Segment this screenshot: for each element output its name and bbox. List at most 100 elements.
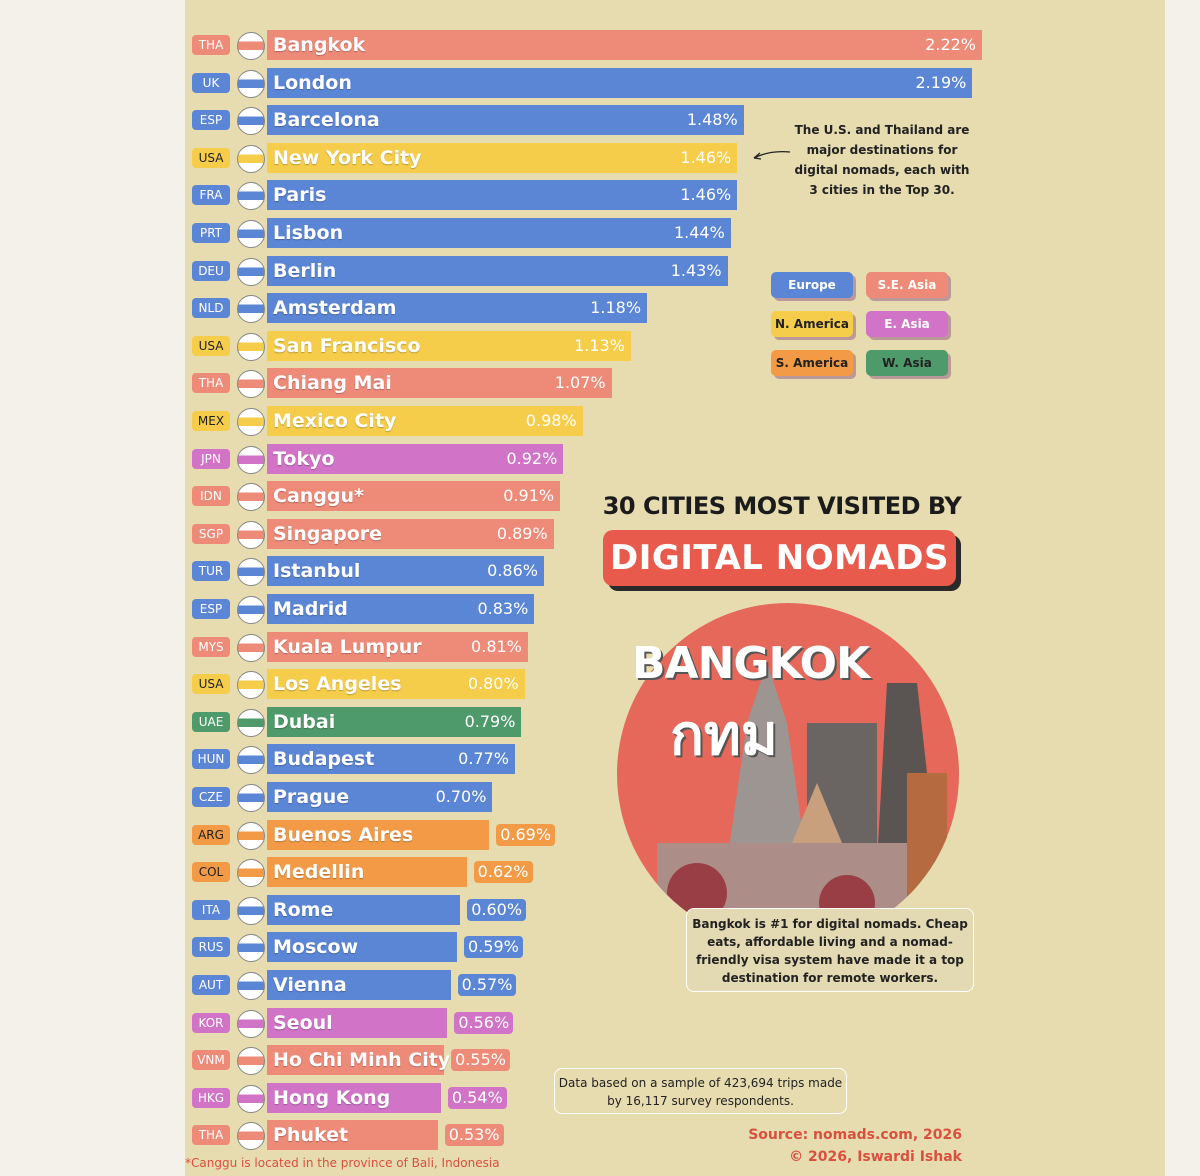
flag-icon [237,633,265,662]
source-text: Source: nomads.com, 2026 [748,1127,962,1143]
flag-icon [237,821,265,850]
bar-label: Bangkok [273,34,366,56]
bar [267,706,522,737]
bar-value-label: 1.46% [680,147,732,167]
bar [267,218,731,248]
flag-icon [237,1047,265,1076]
country-code: TUR [192,561,230,582]
bar [267,556,544,587]
bar-label: Canggu* [273,485,364,508]
bar [267,481,561,512]
flag-icon [237,896,265,925]
country-code: JPN [192,448,230,469]
legend-item: N. America [771,311,853,337]
legend-item: Europe [771,272,853,298]
bar-label: Mexico City [273,410,397,432]
bar-label: Ho Chi Minh City [273,1049,451,1072]
bar-label: Kuala Lumpur [273,635,422,658]
bar-label: Dubai [273,710,336,733]
bar-value-label: 0.98% [525,411,577,430]
bar-label: Hong Kong [273,1086,391,1109]
bar-label: Madrid [273,598,348,620]
flag-icon [237,69,265,98]
flag-icon [237,1122,265,1151]
bar [267,293,648,324]
flag-icon [237,445,265,474]
flag-icon [237,32,265,60]
bar [267,443,564,474]
bar-value-label: 0.59% [464,936,523,959]
country-code: ESP [192,110,230,131]
legend-item: S.E. Asia [866,272,948,298]
bar-value-label: 0.77% [458,749,509,769]
legend-item: W. Asia [866,350,948,376]
feature-thai-text: กทม [670,703,778,768]
bar-label: Moscow [273,936,359,959]
bar-label: Vienna [273,974,347,996]
flag-icon [237,107,265,136]
bar [267,142,738,173]
country-code: HUN [192,749,230,770]
bar [267,1045,445,1076]
bar-label: Rome [273,898,334,921]
bar-value-label: 1.48% [686,110,738,130]
country-code: THA [192,35,230,55]
chart-subtitle: DIGITAL NOMADS [603,530,956,586]
bar-value-label: 0.69% [496,823,556,846]
data-note: Data based on a sample of 423,694 trips … [554,1068,847,1114]
bar-value-label: 1.46% [680,185,732,205]
legend-item: S. America [771,350,853,376]
bar [267,30,982,60]
country-code: MEX [192,411,230,431]
bar-label: Lisbon [273,222,344,244]
bar [267,932,458,963]
right-margin [1165,0,1200,1176]
bar [267,857,467,888]
country-code: PRT [192,223,230,243]
flag-icon [237,295,265,324]
bar [267,368,612,399]
bar [267,1120,438,1151]
flag-icon [237,220,265,248]
bar-label: Paris [273,184,327,207]
flag-icon [237,784,265,812]
bar-value-label: 0.86% [487,561,538,581]
bar [267,330,631,361]
flag-icon [237,332,265,361]
country-code: UAE [192,711,230,732]
country-code: AUT [192,975,230,995]
bar-value-label: 0.81% [471,636,522,656]
bar-value-label: 0.89% [496,523,548,543]
source-credit: Source: nomads.com, 2026 © 2026, Iswardi… [700,1124,962,1168]
bar-value-label: 0.80% [467,674,519,694]
country-code: USA [192,674,230,695]
bar [267,631,528,662]
bar-label: Budapest [273,748,375,771]
bar-value-label: 0.56% [454,1011,514,1034]
bar [267,406,583,436]
bar [267,782,493,812]
country-code: UK [192,72,230,93]
country-code: ARG [192,824,230,845]
country-code: ITA [192,899,230,920]
bar-value-label: 2.19% [915,72,967,92]
country-code: KOR [192,1012,230,1033]
bar-value-label: 2.22% [925,35,976,54]
bar [267,67,973,98]
bar [267,669,525,700]
bar-label: Seoul [273,1011,333,1034]
bar [267,744,515,775]
country-code: HKG [192,1087,230,1108]
country-code: USA [192,147,230,168]
country-code: MYS [192,636,230,657]
bar [267,970,451,1000]
bar [267,105,744,136]
feature-callout: Bangkok is #1 for digital nomads. Cheap … [686,908,974,992]
flag-icon [237,520,265,549]
bar-label: Berlin [273,259,337,282]
flag-icon [237,257,265,286]
top-note: The U.S. and Thailand are major destinat… [794,123,970,197]
bar-value-label: 0.53% [444,1124,504,1147]
bar [267,180,738,211]
